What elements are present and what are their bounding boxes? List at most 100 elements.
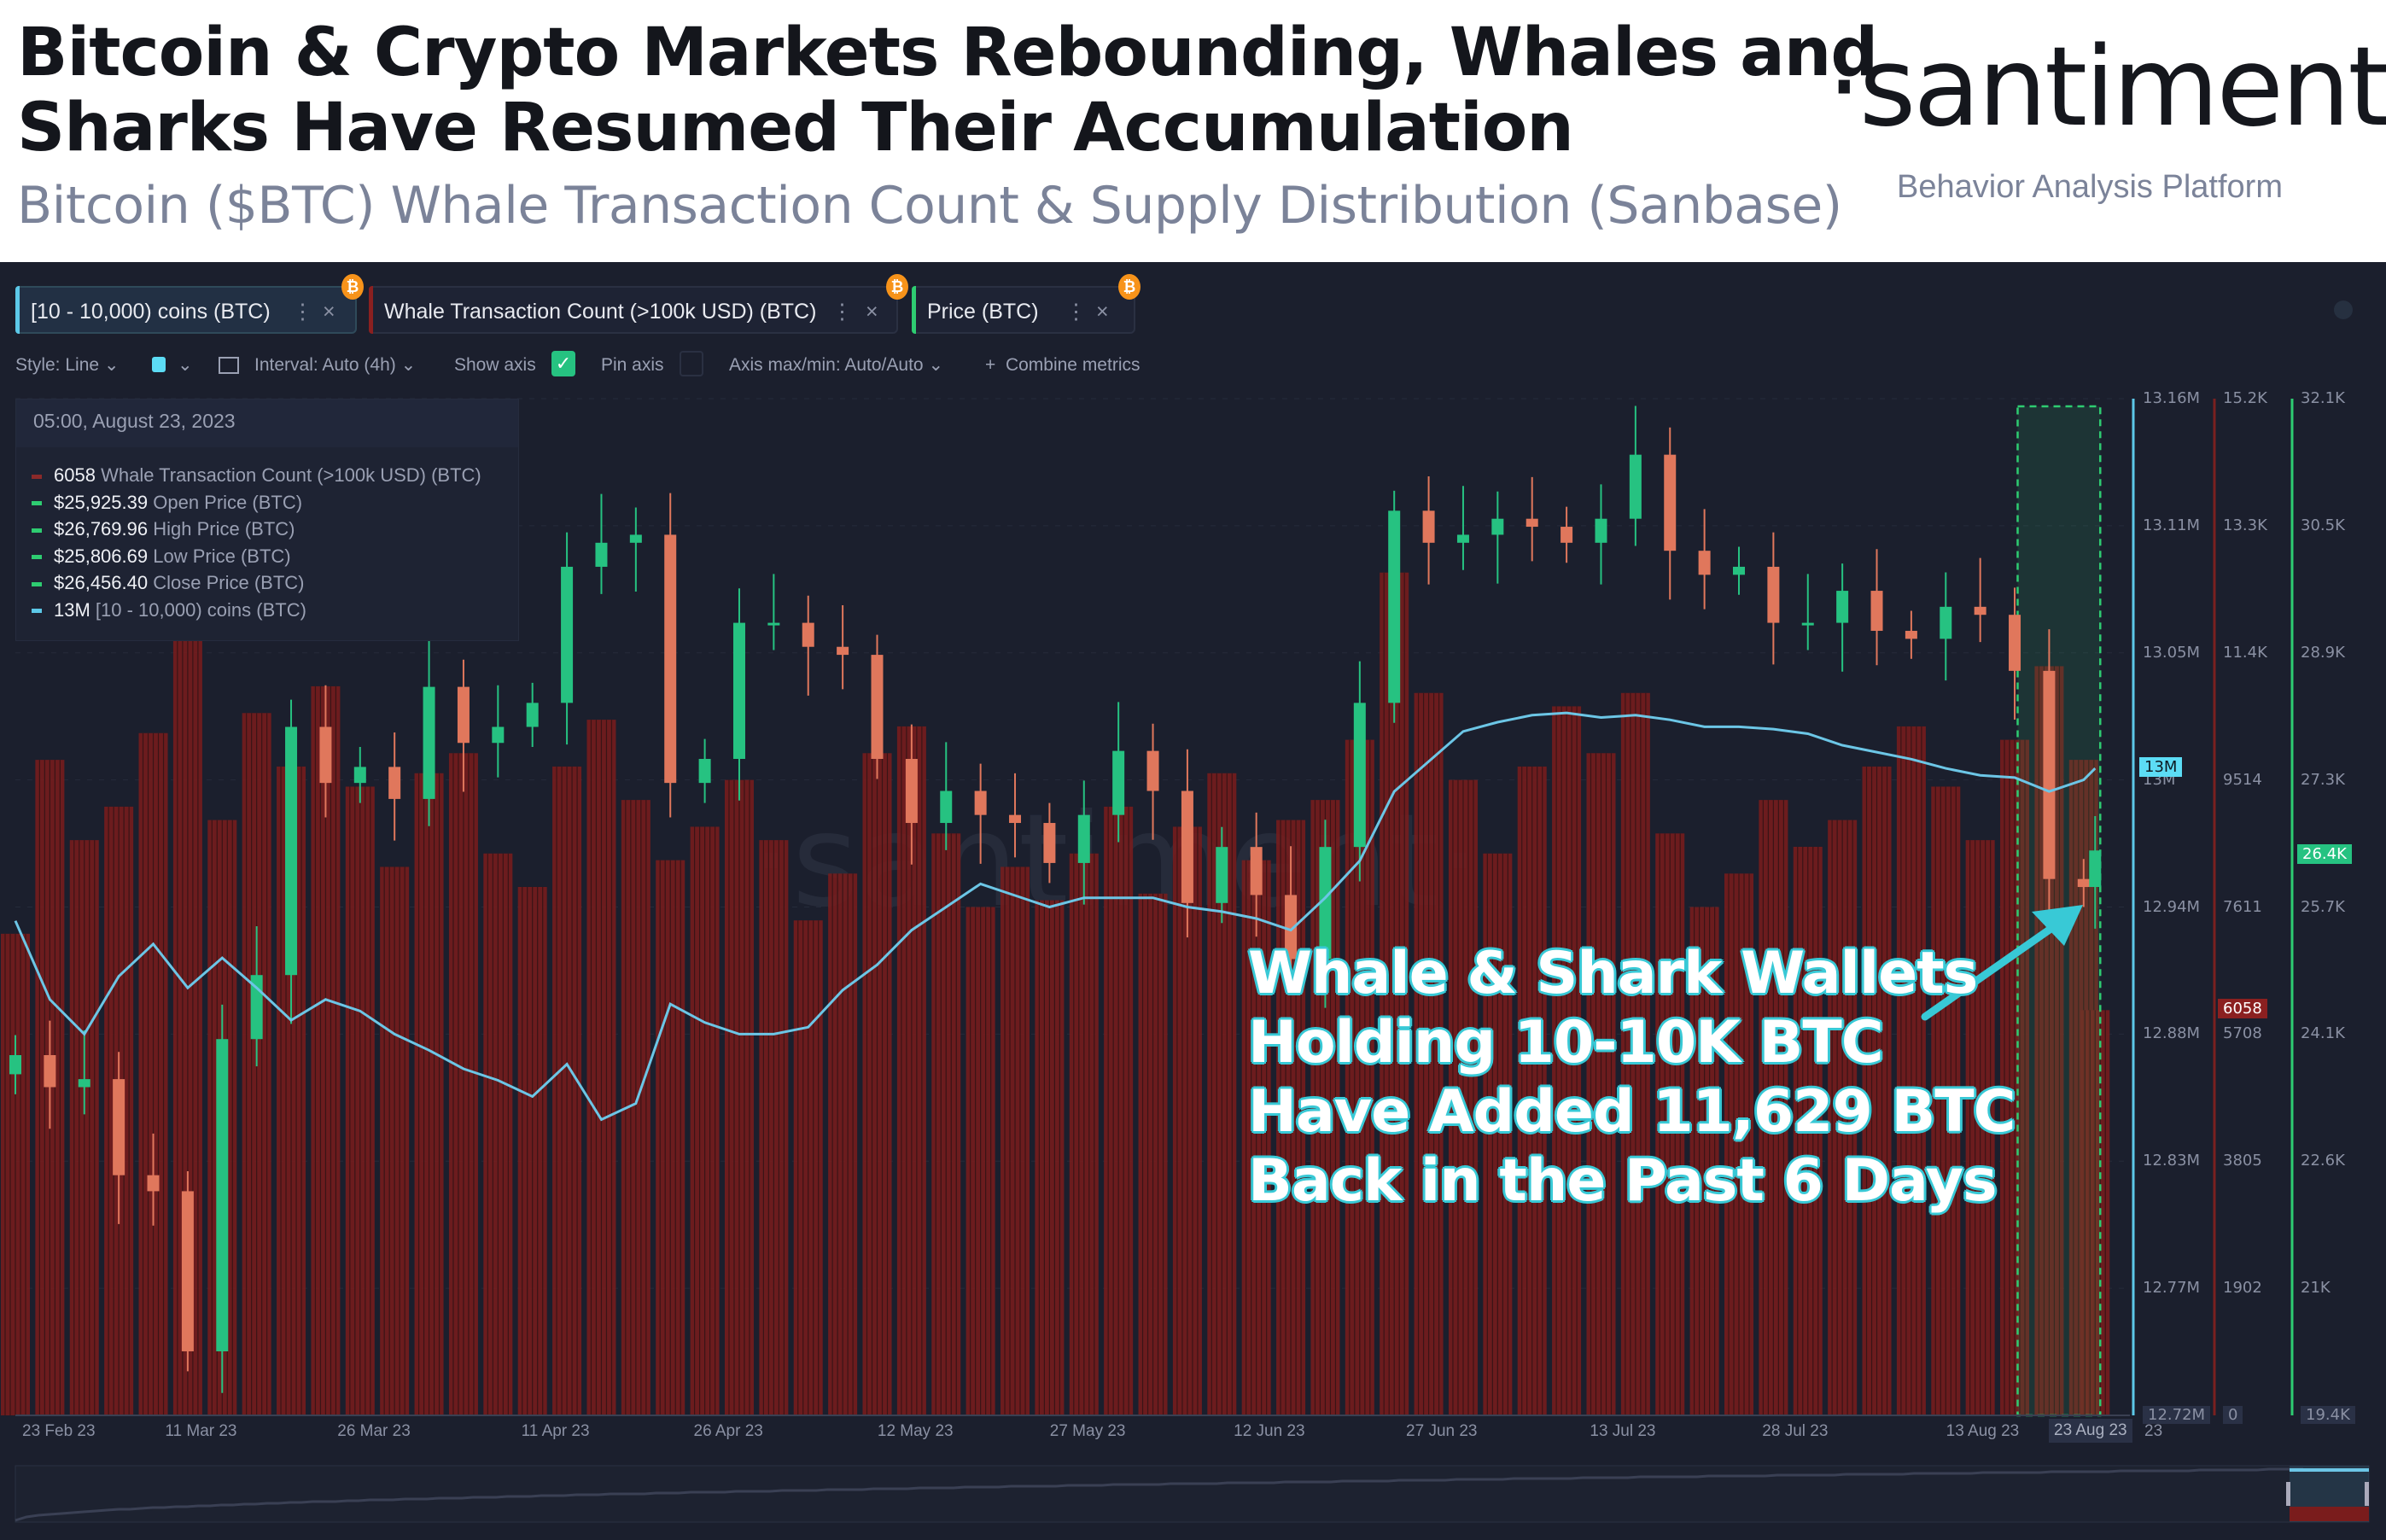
price-candle bbox=[147, 1175, 160, 1192]
color-chevron-icon[interactable]: ⌄ bbox=[178, 355, 193, 375]
axis-minmax-dropdown[interactable]: Axis max/min: Auto/Auto ⌄ bbox=[729, 355, 944, 375]
price-candle bbox=[1146, 750, 1159, 791]
santiment-logo: ·santiment· bbox=[1827, 24, 2386, 151]
price-candle bbox=[767, 622, 780, 626]
legend-label: Open Price (BTC) bbox=[153, 491, 303, 513]
price-candle bbox=[1181, 790, 1193, 903]
color-swatch[interactable] bbox=[152, 357, 166, 372]
legend-value: $26,456.40 bbox=[54, 572, 149, 593]
tab-supply-metric[interactable]: [10 - 10,000) coins (BTC) ⋮ × ₿ bbox=[15, 274, 364, 334]
price-candle bbox=[388, 767, 401, 799]
supply-axis-tick: 13.05M bbox=[2143, 643, 2201, 662]
price-candle bbox=[1664, 454, 1677, 551]
legend-value: 13M bbox=[54, 598, 90, 621]
price-candle bbox=[113, 1079, 125, 1175]
price-candle bbox=[1216, 847, 1228, 903]
x-axis-tick: 23 Feb 23 bbox=[22, 1422, 96, 1440]
price-axis-tick: 30.5K bbox=[2301, 516, 2345, 534]
whale-axis-tick: 7611 bbox=[2223, 897, 2262, 916]
legend-label: Whale Transaction Count (>100k USD) (BTC… bbox=[101, 464, 481, 486]
price-candle bbox=[1905, 630, 1917, 639]
header: Bitcoin & Crypto Markets Rebounding, Wha… bbox=[0, 0, 2386, 262]
legend-label: Close Price (BTC) bbox=[153, 572, 305, 593]
navigator-line bbox=[15, 1467, 2303, 1522]
legend-swatch bbox=[32, 501, 42, 506]
navigator-handle-left[interactable] bbox=[2286, 1482, 2290, 1506]
close-icon[interactable]: × bbox=[866, 300, 878, 324]
tab-color-bar bbox=[369, 286, 373, 334]
price-candle bbox=[9, 1054, 21, 1075]
price-axis-tick: 25.7K bbox=[2301, 897, 2345, 916]
price-candle bbox=[698, 759, 711, 784]
price-candle bbox=[1870, 591, 1883, 631]
settings-dot-button[interactable] bbox=[2334, 300, 2353, 319]
price-candle bbox=[2009, 615, 2021, 671]
price-candle bbox=[353, 767, 366, 784]
more-icon[interactable]: ⋮ bbox=[831, 300, 853, 324]
price-axis-tick: 27.3K bbox=[2301, 770, 2345, 789]
price-candle bbox=[1422, 510, 1435, 543]
interval-dropdown[interactable]: Interval: Auto (4h) ⌄ bbox=[219, 353, 416, 377]
legend-label: High Price (BTC) bbox=[153, 518, 295, 540]
price-candle bbox=[1353, 703, 1366, 848]
price-candle bbox=[1285, 895, 1298, 960]
price-candle bbox=[732, 622, 745, 760]
close-icon[interactable]: × bbox=[323, 300, 335, 324]
x-axis-tick: 13 Jul 23 bbox=[1590, 1422, 1656, 1440]
legend-swatch bbox=[32, 609, 42, 614]
navigator-handle-right[interactable] bbox=[2365, 1482, 2369, 1506]
tab-whale-tx-metric[interactable]: Whale Transaction Count (>100k USD) (BTC… bbox=[369, 274, 908, 334]
tab-price-metric[interactable]: Price (BTC) ⋮ × ₿ bbox=[912, 274, 1140, 334]
price-candle bbox=[940, 790, 953, 824]
x-axis-tick: 26 Mar 23 bbox=[337, 1422, 411, 1440]
navigator bbox=[15, 1465, 2370, 1523]
whale-axis-tick: 1902 bbox=[2223, 1279, 2262, 1298]
price-candle bbox=[216, 1039, 229, 1351]
price-candle bbox=[2077, 878, 2090, 888]
price-candle bbox=[629, 534, 642, 543]
whale-current-badge: 6058 bbox=[2218, 999, 2267, 1019]
supply-axis-tick: 12.94M bbox=[2143, 897, 2201, 916]
navigator-bars bbox=[2290, 1507, 2369, 1521]
legend-row: $26,769.96 High Price (BTC) bbox=[32, 518, 295, 540]
tab-label: [10 - 10,000) coins (BTC) bbox=[31, 300, 271, 324]
close-icon[interactable]: × bbox=[1096, 300, 1109, 324]
style-dropdown[interactable]: Style: Line ⌄ bbox=[15, 355, 120, 375]
show-axis-checkbox[interactable]: ✓ bbox=[551, 351, 575, 376]
price-candle bbox=[1491, 518, 1504, 535]
whale-axis-tick: 9514 bbox=[2223, 770, 2262, 789]
supply-axis-tick: 12.72M bbox=[2143, 1406, 2211, 1424]
tagline: Behavior Analysis Platform bbox=[1897, 169, 2283, 205]
price-candle bbox=[974, 790, 987, 815]
legend-row: $25,806.69 Low Price (BTC) bbox=[32, 545, 291, 568]
price-candle bbox=[2043, 670, 2056, 879]
price-axis-tick: 32.1K bbox=[2301, 389, 2345, 407]
x-axis-current-date: 23 Aug 23 bbox=[2049, 1419, 2132, 1443]
price-axis-tick: 28.9K bbox=[2301, 643, 2345, 662]
price-candle bbox=[1767, 566, 1780, 623]
legend-row: 13M [10 - 10,000) coins (BTC) bbox=[32, 599, 306, 621]
price-candle bbox=[837, 646, 849, 656]
price-candle bbox=[595, 542, 608, 567]
more-icon[interactable]: ⋮ bbox=[1065, 300, 1087, 324]
legend-swatch bbox=[32, 528, 42, 533]
supply-current-badge: 13M bbox=[2139, 757, 2183, 778]
price-candle bbox=[1456, 534, 1469, 543]
price-candle bbox=[78, 1079, 90, 1088]
legend-header bbox=[16, 400, 518, 447]
price-candle bbox=[1698, 551, 1711, 575]
combine-metrics-button[interactable]: + Combine metrics bbox=[985, 355, 1140, 375]
price-candle bbox=[1077, 814, 1090, 863]
tooltip-legend: 05:00, August 23, 2023 6058 Whale Transa… bbox=[15, 399, 519, 641]
legend-value: $26,769.96 bbox=[54, 518, 149, 540]
pin-axis-checkbox[interactable] bbox=[680, 351, 703, 376]
supply-axis-tick: 13.11M bbox=[2143, 516, 2201, 534]
price-candle bbox=[1595, 518, 1607, 543]
price-candle bbox=[457, 686, 470, 744]
price-axis-tick: 21K bbox=[2301, 1279, 2331, 1298]
arrow-head-icon bbox=[2032, 905, 2083, 946]
price-candle bbox=[423, 686, 435, 799]
more-icon[interactable]: ⋮ bbox=[292, 300, 313, 324]
price-candle bbox=[526, 703, 539, 727]
plus-icon: + bbox=[985, 355, 996, 375]
